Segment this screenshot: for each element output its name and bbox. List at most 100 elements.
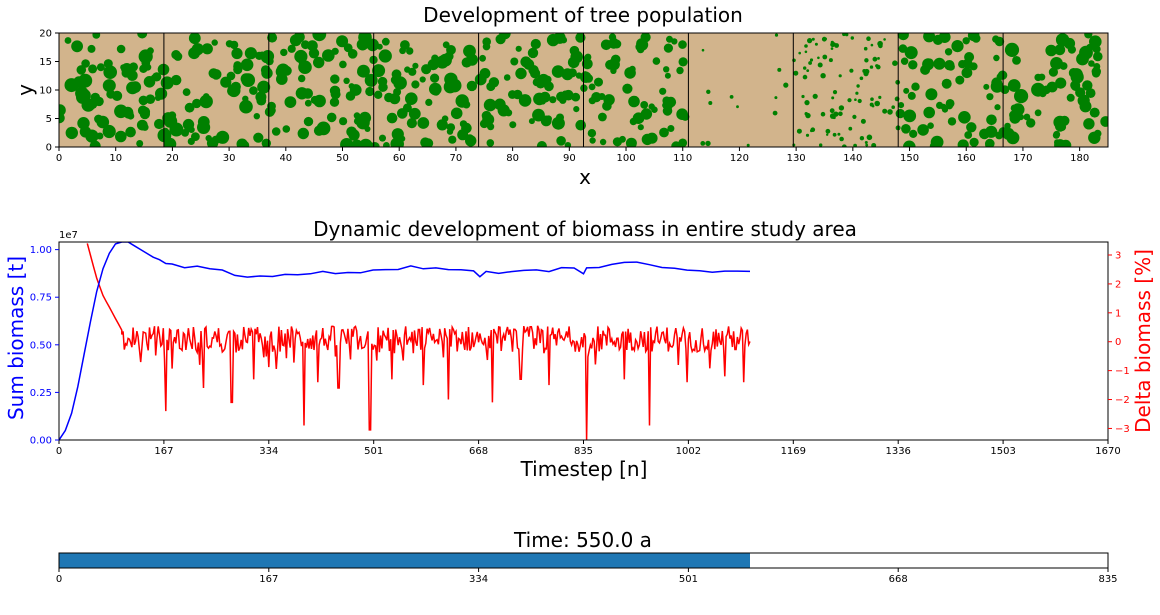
tree-point xyxy=(822,54,828,60)
tree-point xyxy=(665,96,677,108)
tree-point xyxy=(182,88,191,96)
x-tick-label: 20 xyxy=(166,153,179,164)
tree-point xyxy=(116,44,126,54)
tree-point xyxy=(208,68,219,79)
tree-point xyxy=(287,44,296,53)
tree-point xyxy=(841,144,847,147)
tree-point xyxy=(859,136,865,141)
tree-point xyxy=(294,49,308,64)
tree-point xyxy=(1010,104,1018,112)
tree-point xyxy=(376,43,383,50)
tree-point xyxy=(1007,79,1021,92)
tree-point xyxy=(192,98,202,109)
tree-point xyxy=(871,104,875,108)
tree-point xyxy=(736,105,739,109)
tree-point xyxy=(307,40,318,52)
tree-point xyxy=(365,86,375,97)
tree-point xyxy=(581,58,593,70)
tree-point xyxy=(640,101,649,109)
tree-point xyxy=(276,63,290,77)
delta-biomass-series xyxy=(86,243,751,440)
tree-point xyxy=(530,38,541,50)
tree-point xyxy=(793,70,799,76)
tree-point xyxy=(233,65,243,75)
tree-point xyxy=(152,72,162,82)
tree-point xyxy=(65,126,79,140)
tree-point xyxy=(523,59,535,70)
tree-point xyxy=(878,95,882,99)
tree-point xyxy=(944,59,955,71)
tree-point xyxy=(637,124,644,131)
tree-point xyxy=(947,117,957,126)
tree-point xyxy=(729,95,734,99)
tree-point xyxy=(594,77,603,87)
tree-point xyxy=(488,77,500,88)
x-tick-label: 100 xyxy=(616,153,635,164)
tree-point xyxy=(909,129,918,138)
tree-point xyxy=(347,49,358,59)
tree-point xyxy=(774,96,778,100)
x-tick-label: 0 xyxy=(56,574,62,585)
tree-point xyxy=(357,67,366,77)
tree-point xyxy=(854,98,857,101)
tree-point xyxy=(678,40,687,49)
tree-point xyxy=(573,106,580,113)
x-tick-label: 1503 xyxy=(990,446,1015,457)
tree-point xyxy=(253,132,264,143)
tree-point xyxy=(969,137,979,147)
tree-point xyxy=(115,130,127,143)
tree-point xyxy=(310,95,319,105)
tree-point xyxy=(810,129,813,133)
tree-point xyxy=(443,80,457,94)
tree-point xyxy=(199,94,213,109)
tree-point xyxy=(819,143,823,147)
tree-point xyxy=(983,83,990,90)
tree-point xyxy=(708,101,713,105)
x-tick-label: 30 xyxy=(223,153,236,164)
tree-point xyxy=(796,128,802,134)
tree-point xyxy=(549,96,557,104)
tree-point xyxy=(587,129,597,138)
tree-point xyxy=(936,101,944,109)
x-tick-label: 0 xyxy=(56,446,62,457)
tree-point xyxy=(814,42,818,46)
y-tick-label: 20 xyxy=(39,29,52,40)
tree-point xyxy=(1091,66,1102,77)
tree-point xyxy=(923,106,935,119)
tree-point xyxy=(1053,130,1061,138)
tree-point xyxy=(336,35,349,48)
tree-point xyxy=(887,109,893,115)
tree-point xyxy=(518,94,532,107)
tree-point xyxy=(400,40,410,50)
tree-point xyxy=(188,126,195,133)
x-tick-label: 160 xyxy=(957,153,976,164)
tree-point xyxy=(494,98,506,111)
tree-point xyxy=(1060,139,1072,147)
tree-point xyxy=(564,142,572,147)
tree-point xyxy=(610,54,621,65)
tree-point xyxy=(556,113,564,122)
tree-point xyxy=(184,102,195,113)
tree-point xyxy=(877,57,880,60)
tree-point xyxy=(340,138,354,147)
x-tick-label: 40 xyxy=(279,153,292,164)
tree-point xyxy=(284,96,297,108)
time-title: Time: 550.0 a xyxy=(513,528,652,552)
tree-point xyxy=(143,76,156,88)
tree-point xyxy=(417,117,430,129)
tree-point xyxy=(316,121,331,136)
right-tick-label: 0 xyxy=(1115,337,1121,348)
tree-point xyxy=(561,68,574,81)
tree-point xyxy=(1055,121,1066,132)
tree-point xyxy=(102,124,116,139)
tree-point xyxy=(798,51,801,55)
y-tick-label: 5 xyxy=(46,114,52,125)
tree-point xyxy=(329,97,340,107)
right-tick-label: 1 xyxy=(1115,308,1121,319)
tree-point xyxy=(1004,42,1020,58)
tree-point xyxy=(356,38,369,51)
tree-point xyxy=(622,83,633,94)
x-tick-label: 130 xyxy=(787,153,806,164)
tree-point xyxy=(831,96,835,100)
